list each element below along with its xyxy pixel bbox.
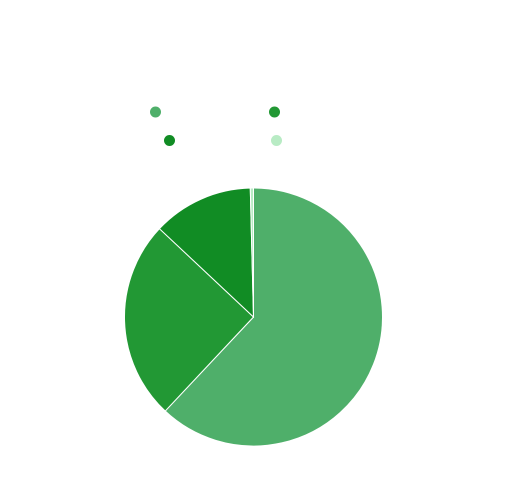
legend-item-4[interactable] (271, 135, 282, 146)
legend-marker-3 (164, 135, 175, 146)
pie-slice-2[interactable] (124, 227, 255, 412)
legend-marker-1 (150, 106, 161, 118)
legend-item-3[interactable] (164, 135, 175, 146)
legend-item-1[interactable] (150, 106, 161, 118)
legend-marker-2 (269, 106, 280, 118)
legend-marker-4 (271, 135, 282, 146)
pie-slice-3[interactable] (158, 187, 255, 319)
legend (150, 106, 282, 146)
legend-item-2[interactable] (269, 106, 280, 118)
pie-slice-1[interactable] (164, 187, 383, 447)
pie-slice-4[interactable] (249, 187, 254, 318)
pie-slices (124, 187, 383, 447)
